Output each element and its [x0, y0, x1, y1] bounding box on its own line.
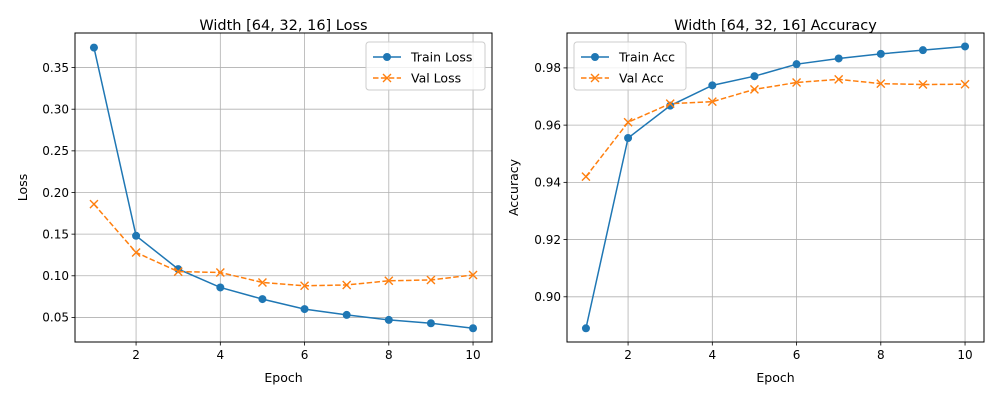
x-tick-label: 10 [465, 348, 480, 362]
data-point-val-loss [342, 280, 352, 290]
data-point-val-loss [468, 270, 478, 280]
legend-marker-train-acc [591, 53, 599, 61]
data-point-train-loss [216, 283, 225, 292]
x-tick-label: 6 [793, 348, 801, 362]
y-tick-label: 0.98 [534, 61, 561, 75]
data-point-val-loss [131, 247, 141, 257]
data-point-train-acc [581, 324, 590, 333]
legend-label-train-loss: Train Loss [410, 50, 472, 65]
y-tick-label: 0.35 [42, 61, 69, 75]
legend-marker-val-acc [590, 73, 600, 83]
data-point-train-acc [961, 42, 970, 51]
data-point-val-acc [581, 172, 591, 182]
y-tick-label: 0.05 [42, 311, 69, 325]
y-tick-label: 0.92 [534, 233, 561, 247]
y-tick-label: 0.90 [534, 290, 561, 304]
plot-frame [566, 32, 985, 343]
y-tick-label: 0.15 [42, 227, 69, 241]
legend: Train Acc Val Acc [573, 41, 687, 91]
data-point-train-acc [708, 81, 717, 90]
data-point-val-acc [749, 84, 759, 94]
data-point-train-acc [792, 60, 801, 69]
data-point-train-acc [750, 72, 759, 81]
accuracy-chart: Width [64, 32, 16] Accuracy 2 4 6 8 10 0.90 0.… [506, 18, 985, 385]
legend-label-val-acc: Val Acc [619, 71, 664, 86]
data-point-train-loss [384, 315, 393, 324]
data-point-train-acc [834, 54, 843, 63]
y-axis-label: Loss [15, 174, 30, 201]
data-point-train-loss [469, 324, 478, 333]
x-tick-label: 2 [624, 348, 632, 362]
data-point-val-loss [300, 281, 310, 291]
data-point-train-loss [258, 295, 267, 304]
data-point-val-acc [665, 99, 675, 109]
x-axis-label: Epoch [756, 370, 794, 385]
y-tick-label: 0.96 [534, 118, 561, 132]
data-point-train-acc [666, 101, 675, 110]
y-tick-label: 0.20 [42, 186, 69, 200]
x-tick-label: 8 [877, 348, 885, 362]
data-point-train-loss [132, 231, 141, 240]
legend: Train Loss Val Loss [365, 41, 486, 91]
y-tick-label: 0.25 [42, 144, 69, 158]
x-tick-label: 4 [708, 348, 716, 362]
y-axis-label: Accuracy [506, 158, 521, 216]
x-tick-label: 6 [301, 348, 309, 362]
data-point-train-loss [342, 310, 351, 319]
legend-marker-val-loss [382, 73, 392, 83]
legend-box [365, 41, 486, 91]
data-point-val-loss [384, 276, 394, 286]
x-tick-label: 2 [132, 348, 140, 362]
data-point-val-loss [426, 275, 436, 285]
legend-label-train-acc: Train Acc [618, 50, 675, 65]
loss-chart: Width [64, 32, 16] Loss 2 4 6 8 10 0.05 0.10 0.… [15, 18, 493, 385]
data-point-val-acc [707, 97, 717, 107]
x-tick-label: 4 [216, 348, 224, 362]
legend-marker-train-loss [383, 53, 391, 61]
data-point-val-acc [960, 79, 970, 89]
data-point-val-loss [215, 267, 225, 277]
data-point-train-acc [876, 49, 885, 58]
series-line-train-acc [585, 45, 966, 329]
x-tick-label: 10 [957, 348, 972, 362]
data-point-val-loss [257, 277, 267, 287]
plot-frame [74, 32, 493, 343]
data-point-train-loss [300, 305, 309, 314]
data-point-val-acc [834, 74, 844, 84]
chart-title: Width [64, 32, 16] Loss [199, 18, 367, 34]
data-point-val-acc [876, 79, 886, 89]
data-point-train-loss [89, 43, 98, 52]
data-point-val-loss [173, 267, 183, 277]
series-line-val-loss [93, 203, 474, 287]
series-line-train-loss [93, 47, 474, 330]
data-point-train-acc [918, 46, 927, 55]
y-tick-label: 0.30 [42, 103, 69, 117]
x-tick-label: 8 [385, 348, 393, 362]
data-point-train-acc [624, 134, 633, 143]
data-point-train-loss [426, 319, 435, 328]
legend-label-val-loss: Val Loss [411, 71, 461, 86]
data-point-val-acc [918, 80, 928, 89]
x-axis-label: Epoch [264, 370, 302, 385]
data-point-val-acc [792, 78, 802, 87]
data-point-val-loss [89, 199, 99, 209]
series-line-val-acc [585, 78, 966, 178]
y-tick-label: 0.94 [534, 176, 561, 190]
data-point-val-acc [623, 117, 633, 127]
y-tick-label: 0.10 [42, 269, 69, 283]
chart-title: Width [64, 32, 16] Accuracy [674, 18, 877, 34]
